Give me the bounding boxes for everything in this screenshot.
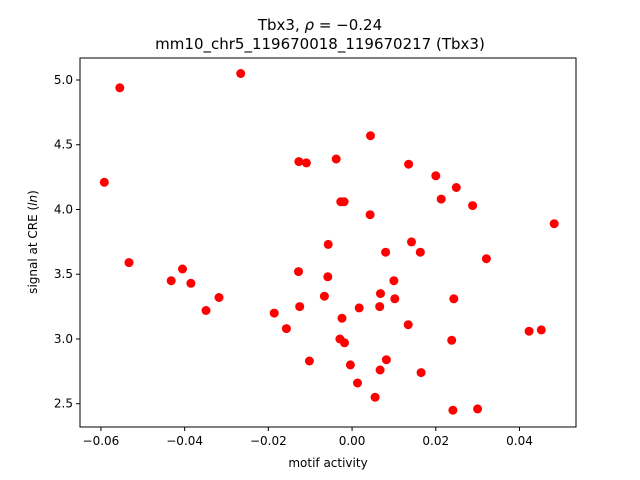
data-point-36 bbox=[389, 276, 399, 286]
data-point-43 bbox=[431, 171, 441, 181]
y-tick-label: 2.5 bbox=[54, 397, 73, 411]
plot-frame bbox=[79, 57, 577, 428]
data-point-35 bbox=[381, 355, 391, 365]
data-point-52 bbox=[524, 326, 534, 336]
data-point-16 bbox=[319, 291, 329, 301]
x-tick-label: −0.04 bbox=[166, 434, 203, 448]
data-point-2 bbox=[124, 258, 134, 268]
data-point-31 bbox=[376, 289, 385, 299]
data-point-48 bbox=[448, 405, 458, 415]
data-point-46 bbox=[449, 294, 459, 304]
data-point-10 bbox=[281, 324, 291, 334]
data-point-7 bbox=[214, 293, 224, 302]
data-point-26 bbox=[354, 303, 364, 313]
data-point-33 bbox=[375, 365, 385, 375]
data-point-19 bbox=[331, 154, 341, 164]
data-point-54 bbox=[549, 219, 559, 229]
data-point-42 bbox=[416, 368, 426, 378]
points-layer bbox=[99, 69, 559, 415]
y-tick-label: 5.0 bbox=[54, 73, 73, 87]
data-point-0 bbox=[99, 177, 109, 187]
data-point-11 bbox=[294, 157, 304, 167]
data-point-4 bbox=[178, 264, 187, 274]
y-tick-label: 3.5 bbox=[54, 267, 73, 281]
data-point-30 bbox=[370, 392, 380, 402]
data-point-29 bbox=[365, 210, 375, 220]
chart-title-line1: Tbx3, ρ = −0.24 bbox=[257, 16, 382, 34]
x-tick-label: −0.06 bbox=[83, 434, 120, 448]
data-point-24 bbox=[340, 338, 349, 348]
data-point-53 bbox=[536, 325, 546, 335]
data-point-51 bbox=[481, 254, 491, 264]
data-point-9 bbox=[269, 308, 279, 318]
data-point-17 bbox=[323, 239, 333, 249]
chart-title-line2: mm10_chr5_119670018_119670217 (Tbx3) bbox=[155, 35, 485, 54]
data-point-1 bbox=[115, 83, 125, 93]
data-point-8 bbox=[236, 69, 246, 78]
data-point-41 bbox=[415, 247, 425, 257]
data-point-28 bbox=[366, 131, 375, 141]
data-point-50 bbox=[473, 404, 483, 414]
data-point-5 bbox=[186, 278, 196, 288]
data-point-6 bbox=[201, 306, 211, 315]
y-tick-label: 3.0 bbox=[54, 332, 73, 346]
data-point-45 bbox=[447, 335, 457, 345]
x-tick-label: −0.02 bbox=[250, 434, 287, 448]
y-tick-label: 4.5 bbox=[54, 138, 73, 152]
data-point-38 bbox=[404, 159, 414, 169]
data-point-34 bbox=[381, 247, 391, 257]
y-axis-ticks: 2.5 3.0 3.5 4.0 4.5 5.0 bbox=[54, 73, 80, 411]
data-point-22 bbox=[337, 313, 347, 323]
y-axis-label: signal at CRE (ln) bbox=[26, 190, 40, 294]
data-point-21 bbox=[339, 197, 349, 207]
x-tick-label: 0.04 bbox=[506, 434, 533, 448]
data-point-44 bbox=[436, 194, 446, 204]
data-point-49 bbox=[468, 201, 478, 211]
x-tick-label: 0.02 bbox=[422, 434, 449, 448]
data-point-3 bbox=[166, 276, 176, 286]
data-point-25 bbox=[345, 360, 355, 370]
data-point-14 bbox=[295, 302, 305, 312]
data-point-15 bbox=[304, 356, 314, 366]
y-tick-label: 4.0 bbox=[54, 202, 73, 216]
data-point-27 bbox=[353, 378, 362, 388]
data-point-40 bbox=[407, 237, 416, 247]
x-axis-label: motif activity bbox=[288, 456, 367, 470]
x-axis-ticks: −0.06 −0.04 −0.02 0.00 0.02 0.04 bbox=[83, 427, 533, 448]
data-point-37 bbox=[390, 294, 400, 304]
data-point-39 bbox=[403, 320, 413, 330]
x-tick-label: 0.00 bbox=[339, 434, 366, 448]
data-point-18 bbox=[323, 272, 333, 282]
data-point-12 bbox=[301, 158, 311, 168]
data-point-32 bbox=[375, 302, 385, 312]
data-point-47 bbox=[451, 183, 461, 192]
data-point-13 bbox=[294, 267, 303, 277]
